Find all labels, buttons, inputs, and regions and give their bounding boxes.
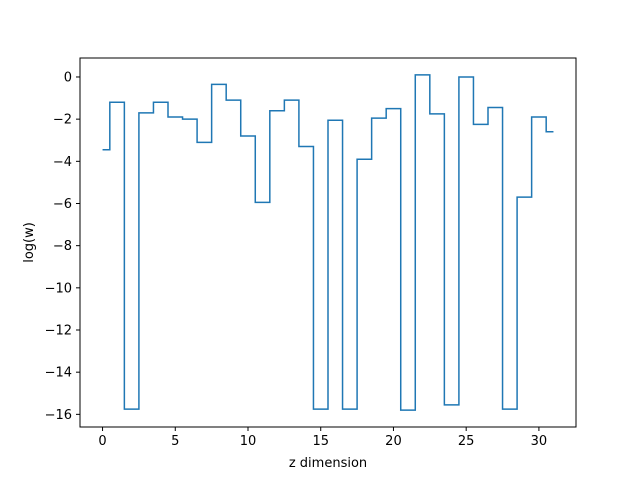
x-tick-label: 25: [458, 434, 475, 449]
y-tick-label: 0: [64, 70, 72, 85]
x-tick-label: 20: [385, 434, 402, 449]
x-tick-label: 10: [240, 434, 257, 449]
y-tick-label: −10: [45, 281, 72, 296]
y-tick-label: −16: [45, 408, 72, 423]
axes-frame: [79, 57, 577, 428]
y-tick-label: −4: [53, 155, 72, 170]
plot-area: [102, 74, 554, 411]
x-tick-label: 30: [531, 434, 548, 449]
x-tick-label: 5: [171, 434, 179, 449]
y-tick-label: −12: [45, 324, 72, 339]
x-axis-ticks: 0 5 10 15 20 25 30: [98, 427, 547, 449]
y-tick-label: −14: [45, 366, 72, 381]
y-axis-ticks: 0 −2 −4 −6 −8 −10 −12 −14 −16: [45, 70, 80, 423]
x-axis-label: z dimension: [289, 456, 367, 471]
x-tick-label: 15: [312, 434, 329, 449]
y-tick-label: −8: [53, 239, 72, 254]
y-axis-label: log(w): [22, 222, 37, 263]
x-tick-label: 0: [98, 434, 106, 449]
y-tick-label: −2: [53, 113, 72, 128]
series-step-line: [102, 74, 554, 411]
y-tick-label: −6: [53, 197, 72, 212]
